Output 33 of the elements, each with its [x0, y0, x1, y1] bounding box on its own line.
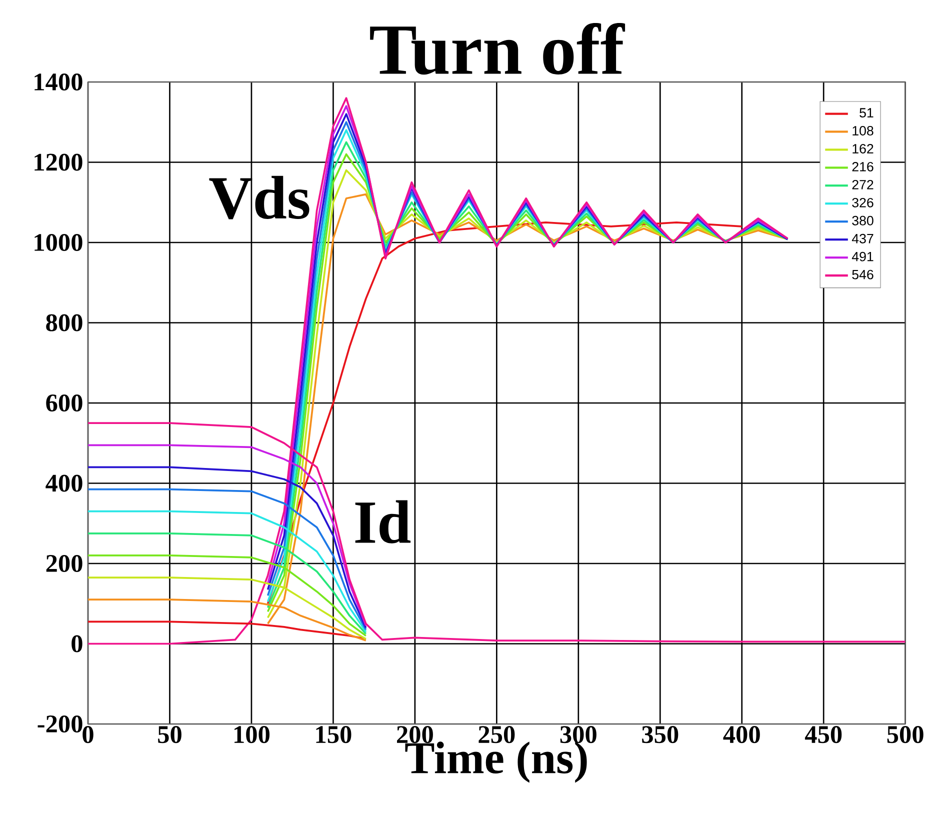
x-tick-label: 450 — [804, 726, 842, 744]
legend-label: 326 — [852, 198, 874, 208]
legend-label: 216 — [852, 162, 874, 172]
x-tick-label: 250 — [478, 726, 515, 744]
chart-title: Turn off — [370, 23, 626, 75]
x-tick-label: 200 — [397, 726, 433, 744]
x-tick-label: 350 — [642, 726, 678, 744]
legend-label: 546 — [852, 270, 874, 280]
y-tick-label: 200 — [46, 554, 82, 572]
y-tick-label: 600 — [46, 394, 82, 412]
y-tick-label: 1000 — [34, 234, 82, 252]
legend-label: 272 — [852, 180, 874, 190]
legend-label: 491 — [852, 252, 874, 262]
y-tick-label: 800 — [46, 314, 82, 332]
x-tick-label: 500 — [887, 726, 924, 744]
y-tick-label: 0 — [72, 635, 82, 652]
legend-label: 51 — [860, 108, 874, 118]
legend-label: 108 — [852, 126, 874, 136]
annotation: Id — [355, 500, 411, 544]
y-tick-label: 1400 — [34, 73, 82, 91]
y-tick-label: 400 — [46, 474, 82, 492]
x-tick-label: 100 — [234, 726, 270, 744]
x-tick-label: 50 — [158, 726, 182, 744]
y-tick-label: 1200 — [34, 154, 82, 171]
legend-label: 437 — [852, 234, 874, 244]
x-tick-label: 400 — [723, 726, 760, 744]
legend-label: 162 — [852, 144, 874, 154]
x-tick-label: 0 — [82, 726, 94, 744]
line-series — [88, 620, 367, 640]
x-tick-label: 300 — [560, 726, 596, 744]
x-tick-label: 150 — [316, 726, 352, 744]
legend-label: 380 — [852, 216, 874, 226]
y-tick-label: -200 — [38, 715, 82, 733]
